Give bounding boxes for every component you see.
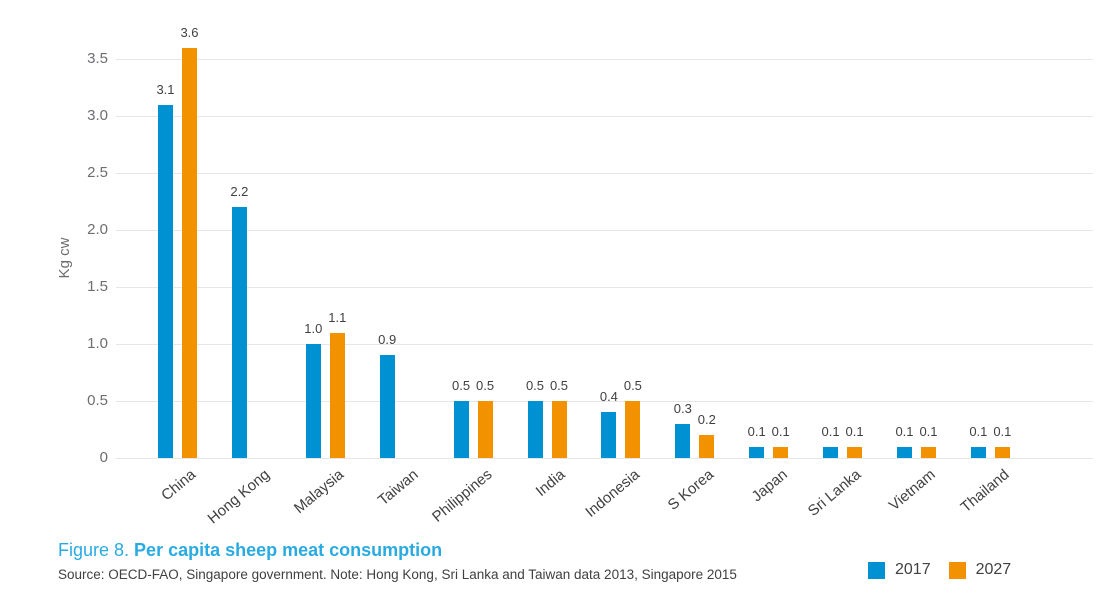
x-category-china: China xyxy=(158,466,200,505)
bar-2027-indonesia xyxy=(625,401,641,458)
bar-2027-sri-lanka xyxy=(847,446,863,458)
value-label-2027-india: 0.5 xyxy=(549,378,569,393)
bar-2027-vietnam xyxy=(921,446,936,458)
source-note: Source: OECD-FAO, Singapore government. … xyxy=(58,567,737,582)
x-category-japan: Japan xyxy=(748,466,791,506)
bar-2027-japan xyxy=(773,446,789,458)
bar-2027-india xyxy=(551,401,567,458)
value-label-2017-taiwan: 0.9 xyxy=(378,332,397,348)
x-category-philippines: Philippines xyxy=(428,466,496,526)
value-label-2017-india: 0.5 xyxy=(525,378,545,393)
bar-2017-china xyxy=(158,104,173,458)
bar-2017-philippines xyxy=(453,401,469,458)
gridline-1.5 xyxy=(116,287,1093,288)
value-label-2027-malaysia: 1.1 xyxy=(328,309,347,325)
legend-swatch-2017 xyxy=(868,561,885,579)
legend-label-2017: 2017 xyxy=(895,561,931,578)
figure-number: Figure 8. xyxy=(58,540,130,560)
gridline-2.5 xyxy=(116,173,1093,174)
y-tick-2.5: 2.5 xyxy=(87,164,108,181)
value-label-2027-sri-lanka: 0.1 xyxy=(845,423,864,439)
y-tick-1.5: 1.5 xyxy=(87,278,108,295)
legend-swatch-2027 xyxy=(948,561,966,579)
bar-2017-thailand xyxy=(970,446,986,458)
figure-caption: Figure 8. Per capita sheep meat consumpti… xyxy=(58,540,442,561)
x-category-sri-lanka: Sri Lanka xyxy=(805,466,865,520)
y-tick-2: 2.0 xyxy=(87,221,108,238)
bar-2017-s-korea xyxy=(675,423,691,458)
legend-label-2027: 2027 xyxy=(975,561,1012,578)
value-label-2017-malaysia: 1.0 xyxy=(304,321,323,336)
value-label-2027-s-korea: 0.2 xyxy=(697,412,716,428)
gridline-0.5 xyxy=(116,401,1093,402)
bar-2027-malaysia xyxy=(329,332,345,458)
x-category-malaysia: Malaysia xyxy=(290,466,348,518)
value-label-2017-japan: 0.1 xyxy=(747,423,766,439)
x-category-vietnam: Vietnam xyxy=(885,466,939,515)
bar-2017-japan xyxy=(749,446,765,458)
gridline-3.5 xyxy=(116,59,1093,60)
bar-2017-indonesia xyxy=(601,412,617,458)
value-label-2017-sri-lanka: 0.1 xyxy=(821,423,840,439)
value-label-2017-china: 3.1 xyxy=(156,81,175,97)
x-category-hong-kong: Hong Kong xyxy=(204,466,274,528)
legend: 2017 2027 xyxy=(868,561,1011,579)
bar-2027-thailand xyxy=(994,446,1010,458)
value-label-2027-japan: 0.1 xyxy=(771,423,790,439)
gridline-1 xyxy=(116,344,1093,345)
figure-title: Per capita sheep meat consumption xyxy=(134,540,443,560)
value-label-2017-s-korea: 0.3 xyxy=(673,400,692,416)
value-label-2027-philippines: 0.5 xyxy=(476,378,495,393)
value-label-2017-indonesia: 0.4 xyxy=(599,389,618,405)
x-category-taiwan: Taiwan xyxy=(374,466,422,510)
value-label-2027-vietnam: 0.1 xyxy=(919,423,938,439)
gridline-2 xyxy=(116,230,1093,231)
value-label-2017-hong-kong: 2.2 xyxy=(230,184,249,200)
y-tick-1: 1.0 xyxy=(87,335,108,352)
x-category-thailand: Thailand xyxy=(957,466,1013,517)
bar-2017-india xyxy=(527,401,543,458)
bar-2027-s-korea xyxy=(699,435,715,458)
bar-2027-china xyxy=(182,47,197,458)
bar-2027-philippines xyxy=(477,401,493,458)
bar-chart: Kg cw 0 0.5 1.0 1.5 2.0 2.5 3.0 3.5 3.1 3.6 China 2… xyxy=(56,24,1093,528)
bar-2017-hong-kong xyxy=(231,207,247,458)
y-tick-0: 0 xyxy=(99,449,108,466)
x-category-india: India xyxy=(533,466,569,500)
bar-2017-sri-lanka xyxy=(823,446,839,458)
y-tick-3.5: 3.5 xyxy=(87,50,108,67)
gridline-3 xyxy=(116,116,1093,117)
bar-2017-vietnam xyxy=(897,446,912,458)
legend-item-2027: 2027 xyxy=(948,561,1012,579)
value-label-2027-indonesia: 0.5 xyxy=(623,378,642,393)
value-label-2017-thailand: 0.1 xyxy=(969,423,988,439)
x-category-indonesia: Indonesia xyxy=(582,466,643,521)
value-label-2027-china: 3.6 xyxy=(180,24,199,40)
value-label-2017-philippines: 0.5 xyxy=(452,378,471,393)
x-category-s-korea: S Korea xyxy=(664,466,717,514)
gridline-0 xyxy=(116,458,1093,459)
value-label-2017-vietnam: 0.1 xyxy=(895,423,914,439)
legend-item-2017: 2017 xyxy=(868,561,931,579)
value-label-2027-thailand: 0.1 xyxy=(993,423,1012,439)
bar-2017-malaysia xyxy=(305,344,321,458)
y-tick-3: 3.0 xyxy=(87,107,108,124)
bar-2017-taiwan xyxy=(379,355,395,458)
y-tick-0.5: 0.5 xyxy=(87,392,108,409)
